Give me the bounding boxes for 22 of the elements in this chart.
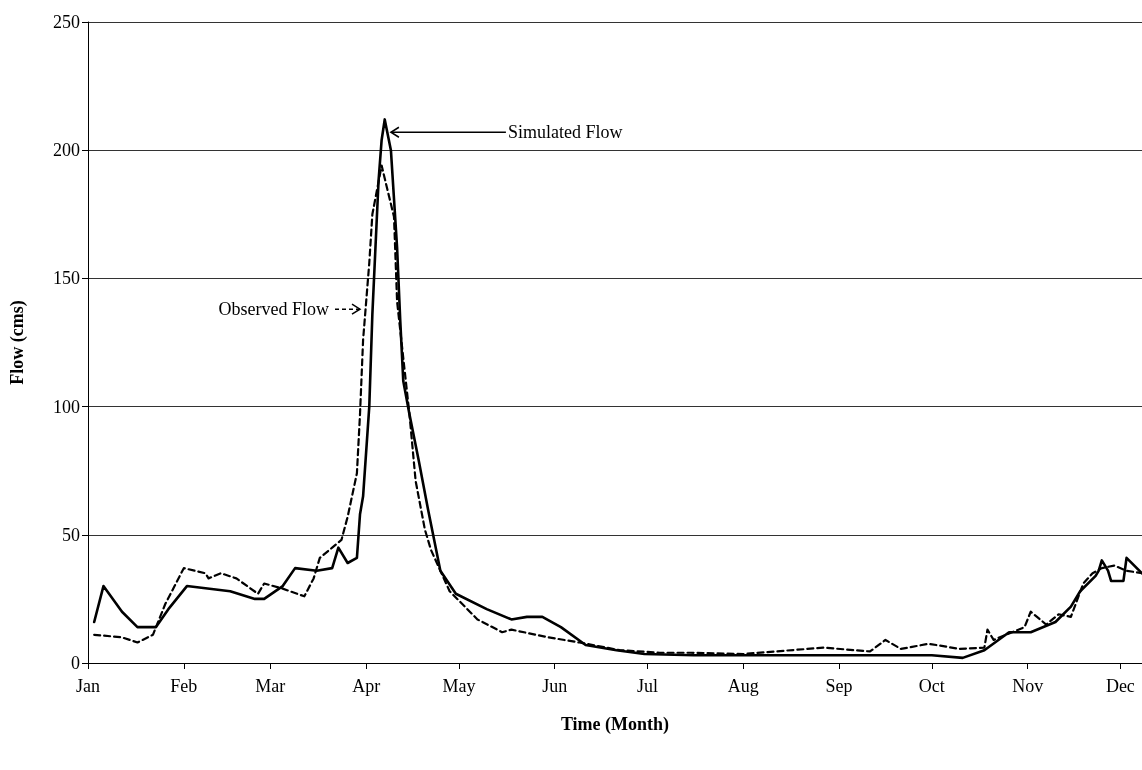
annotation: Observed Flow [218, 299, 329, 320]
x-tick-label: May [442, 676, 476, 696]
x-axis-title: Time (Month) [560, 714, 670, 735]
x-tick-label: Nov [1012, 676, 1044, 696]
y-tick-label: 100 [53, 396, 80, 417]
x-tick-label: Jul [636, 676, 658, 696]
y-tick-label: 200 [53, 140, 80, 161]
x-tick-label: Aug [727, 676, 759, 696]
annotation: Simulated Flow [507, 122, 623, 143]
y-tick-label: 150 [53, 268, 80, 289]
x-tick-label: Oct [918, 676, 945, 696]
y-tick-label: 50 [62, 524, 80, 545]
x-tick-label: Apr [352, 676, 381, 696]
x-tick-label: Jan [76, 676, 100, 696]
x-tick-label: Mar [255, 676, 286, 696]
y-tick-label: 250 [53, 12, 80, 32]
x-tick-label: Dec [1105, 676, 1135, 696]
x-tick-label: Feb [170, 676, 198, 696]
y-tick-label: 0 [71, 653, 80, 673]
x-tick-label: Jun [542, 676, 568, 696]
y-axis-title: Flow (cms) [7, 300, 28, 385]
x-tick-label: Sep [825, 676, 853, 696]
